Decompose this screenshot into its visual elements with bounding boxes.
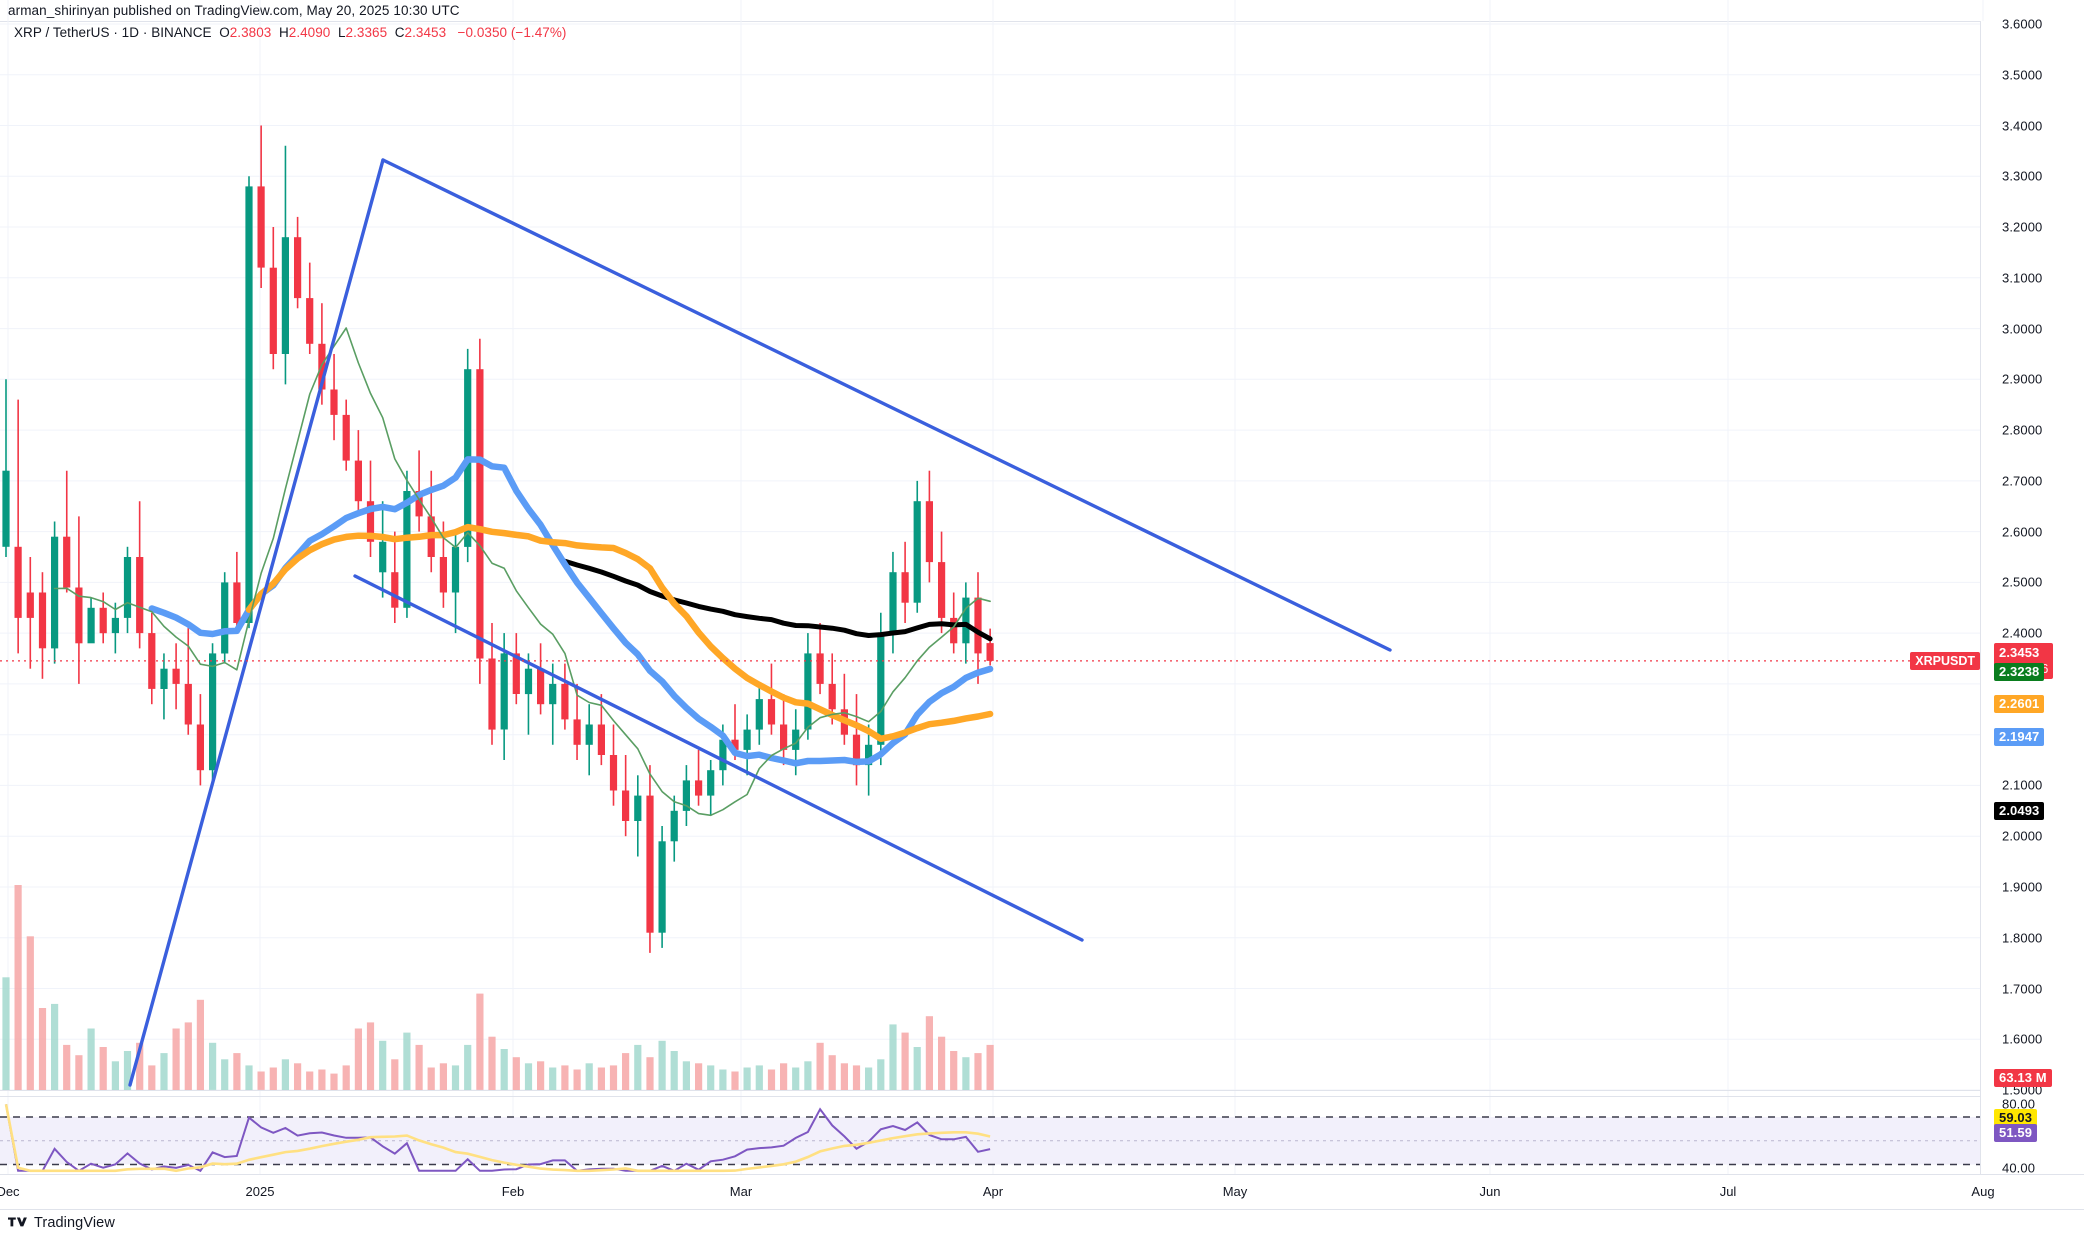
price-tick-1: 3.5000 [2002, 67, 2043, 83]
time-label-feb: Feb [501, 1184, 525, 1199]
legend-open-value: 2.3803 [229, 25, 272, 40]
price-tick-10: 2.6000 [2002, 524, 2043, 540]
price-tick-8: 2.8000 [2002, 422, 2043, 438]
legend-exchange[interactable]: BINANCE [151, 25, 212, 40]
rsi-tick-upper: 80.00 [2002, 1096, 2036, 1112]
price-tick-7: 2.9000 [2002, 371, 2043, 387]
symbol-tag: XRPUSDT [1910, 651, 1980, 670]
symbol-legend[interactable]: XRP / TetherUS · 1D · BINANCE O2.3803 H2… [14, 25, 566, 40]
rsi-ma-line [4, 1104, 991, 1173]
legend-interval[interactable]: 1D [121, 25, 140, 40]
time-label-may: May [1222, 1184, 1248, 1199]
descending-resistance [381, 158, 1392, 652]
legend-low-label: L [337, 25, 346, 40]
rsi-pane [0, 1104, 1980, 1173]
publisher-text: arman_shirinyan published on TradingView… [8, 3, 460, 18]
legend-close-label: C [394, 25, 405, 40]
ma-long-black [562, 558, 993, 642]
price-tick-19: 1.7000 [2002, 981, 2043, 996]
price-tick-18: 1.8000 [2002, 930, 2043, 946]
price-tick-15: 2.1000 [2002, 777, 2043, 793]
volume-series [2, 885, 994, 1091]
price-badge-ma-black[interactable]: 2.0493 [1994, 802, 2045, 821]
candlestick-series [2, 125, 994, 953]
pane-separator-1 [0, 1096, 1980, 1097]
tradingview-logo-icon [8, 1217, 27, 1227]
time-label-dec: Dec [0, 1184, 20, 1199]
price-tick-16: 2.0000 [2002, 828, 2043, 844]
tradingview-brand-text: TradingView [34, 1215, 115, 1231]
price-badge-ma-orange[interactable]: 2.2601 [1994, 695, 2045, 714]
descending-support [353, 574, 1084, 942]
legend-sep-1: · [113, 25, 118, 40]
legend-high-value: 2.4090 [288, 25, 331, 40]
price-tick-2: 3.4000 [2002, 118, 2043, 133]
time-label-mar: Mar [729, 1184, 753, 1199]
chart-frame [0, 21, 2084, 1174]
price-tick-5: 3.1000 [2002, 270, 2043, 286]
moving-averages [53, 327, 994, 817]
price-badge-ma-blue[interactable]: 2.1947 [1994, 728, 2045, 747]
price-badge-ma-green[interactable]: 2.3238 [1994, 662, 2045, 681]
legend-high-label: H [278, 25, 289, 40]
ma-slow-blue [148, 456, 994, 767]
legend-open-label: O [219, 25, 230, 40]
tradingview-branding: TradingView [8, 1215, 115, 1231]
legend-close-value: 2.3453 [404, 25, 447, 40]
time-label-jul: Jul [1719, 1184, 1737, 1199]
rsi-value-badge[interactable]: 51.59 [1994, 1123, 2038, 1142]
rsi-ma-badge[interactable]: 59.03 [1994, 1109, 2038, 1127]
ascending-support-left [128, 158, 385, 1087]
price-gridlines [0, 23, 1980, 1091]
volume-badge[interactable]: 63.13 M [1994, 1069, 2052, 1087]
legend-low-value: 2.3365 [345, 25, 388, 40]
rsi-tick-lower: 40.00 [2002, 1160, 2036, 1176]
trendlines [128, 158, 1392, 1087]
price-tick-20: 1.6000 [2002, 1031, 2043, 1047]
price-tick-12: 2.4000 [2002, 625, 2043, 641]
price-tick-6: 3.0000 [2002, 321, 2043, 337]
legend-symbol[interactable]: XRP / TetherUS [14, 25, 110, 40]
pane-separator-0 [0, 1090, 1980, 1091]
price-tick-0: 3.6000 [2002, 16, 2043, 32]
time-label-jun: Jun [1479, 1184, 1501, 1199]
price-axis[interactable] [1980, 21, 2084, 1174]
time-axis[interactable] [0, 1174, 2084, 1210]
price-tick-17: 1.9000 [2002, 879, 2043, 895]
price-tick-4: 3.2000 [2002, 219, 2043, 235]
price-tick-11: 2.5000 [2002, 574, 2043, 590]
price-tick-3: 3.3000 [2002, 168, 2043, 184]
legend-change: −0.0350 (−1.47%) [457, 25, 567, 40]
legend-sep-2: · [142, 25, 148, 40]
ma-fast-green [53, 327, 991, 817]
rsi-line [5, 1104, 991, 1173]
time-label-aug: Aug [1971, 1184, 1995, 1199]
ma-mid-orange [245, 523, 994, 743]
price-tick-9: 2.7000 [2002, 473, 2043, 489]
time-label-apr: Apr [982, 1184, 1004, 1199]
time-label-2025: 2025 [245, 1184, 275, 1199]
publisher-strip: arman_shirinyan published on TradingView… [0, 0, 2084, 21]
